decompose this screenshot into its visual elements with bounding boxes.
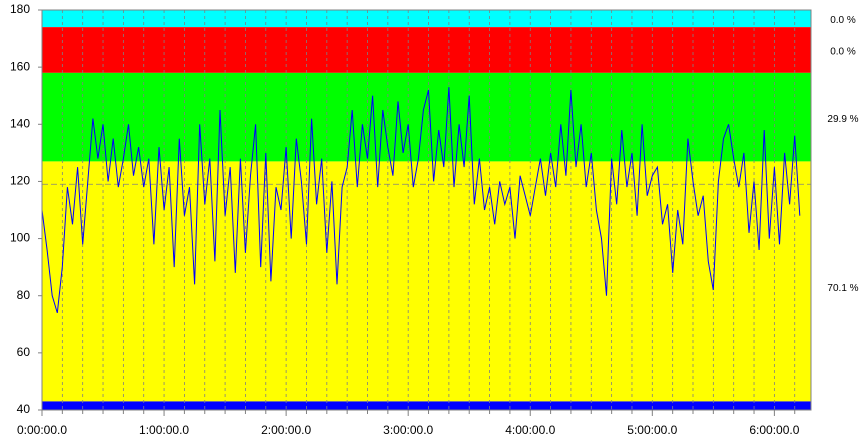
zones <box>42 10 811 410</box>
zone <box>42 27 811 73</box>
x-tick-label: 6:00:00.0 <box>749 423 799 437</box>
zone-percent: 0.0 % <box>830 15 856 26</box>
line-layer <box>41 87 801 314</box>
x-tick-label: 3:00:00.0 <box>383 423 433 437</box>
y-tick-label: 140 <box>10 116 30 130</box>
y-tick-label: 120 <box>10 174 30 188</box>
y-tick-label: 180 <box>10 2 30 16</box>
y-tick-label: 80 <box>17 288 31 302</box>
zone-percent: 0.0 % <box>830 47 856 58</box>
zone-percent: 70.1 % <box>827 283 858 294</box>
plot-frame <box>41 9 812 411</box>
y-tick-label: 60 <box>17 345 31 359</box>
zone <box>42 10 811 28</box>
zone-percent: 29.9 % <box>827 114 858 125</box>
zone <box>42 161 811 402</box>
x-tick-label: 0:00:00.0 <box>17 423 67 437</box>
grid <box>38 9 811 416</box>
x-tick-label: 1:00:00.0 <box>139 423 189 437</box>
hr-line <box>41 87 801 314</box>
x-tick-label: 4:00:00.0 <box>505 423 555 437</box>
x-tick-label: 2:00:00.0 <box>261 423 311 437</box>
y-tick-label: 40 <box>17 402 31 416</box>
y-tick-label: 100 <box>10 231 30 245</box>
x-tick-label: 5:00:00.0 <box>627 423 677 437</box>
zone <box>42 401 811 410</box>
labels: 0.0 % 0.0 % 29.9 % 70.1 % 40 60 80 100 120 140 160… <box>10 2 859 437</box>
y-tick-label: 160 <box>10 59 30 73</box>
zone <box>42 72 811 162</box>
